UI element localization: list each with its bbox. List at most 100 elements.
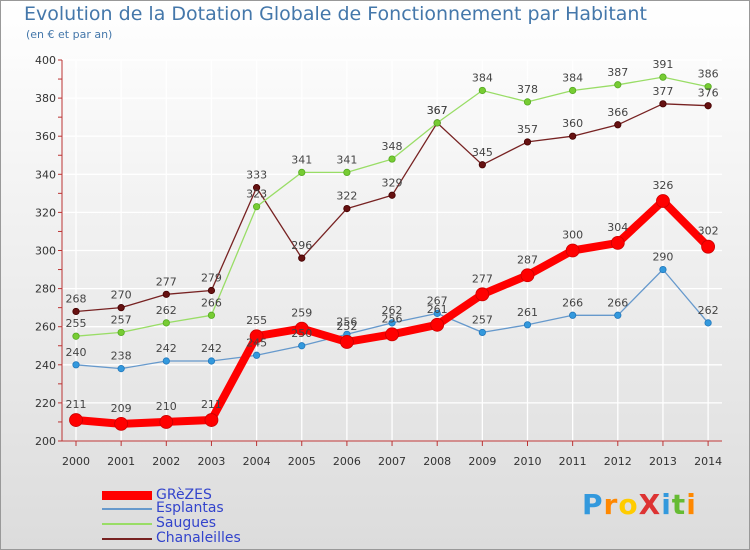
data-label-saugues: 384: [562, 71, 583, 84]
x-tick-label: 2010: [514, 455, 542, 468]
data-point-saugues: [253, 203, 261, 211]
x-tick-label: 2011: [559, 455, 587, 468]
data-label-grzes: 259: [291, 307, 312, 320]
data-point-esplantas: [253, 351, 261, 359]
data-point-saugues: [298, 168, 306, 176]
data-label-grzes: 211: [66, 398, 87, 411]
data-point-chanaleilles: [523, 138, 532, 146]
x-tick-label: 2006: [333, 455, 361, 468]
data-point-esplantas: [523, 321, 532, 329]
data-label-esplantas: 267: [427, 294, 448, 307]
data-label-saugues: 367: [427, 104, 448, 117]
data-point-esplantas: [433, 309, 441, 317]
data-point-grzes: [520, 268, 535, 283]
data-point-esplantas: [72, 361, 80, 369]
data-point-grzes: [701, 239, 715, 254]
data-label-chanaleilles: 268: [66, 292, 87, 305]
data-point-grzes: [69, 413, 83, 427]
data-label-grzes: 304: [607, 221, 628, 234]
x-tick-label: 2008: [423, 455, 451, 468]
data-label-esplantas: 261: [517, 306, 538, 319]
y-tick-label: 340: [35, 168, 56, 181]
data-point-chanaleilles: [614, 121, 622, 129]
data-point-grzes: [159, 415, 174, 429]
logo-letter: r: [603, 488, 619, 521]
data-point-esplantas: [117, 365, 125, 373]
data-label-grzes: 261: [427, 303, 448, 316]
data-point-saugues: [117, 328, 125, 337]
data-label-saugues: 255: [66, 317, 87, 330]
data-label-chanaleilles: 357: [517, 123, 538, 136]
axis-layer: 200 220 240 260 280 300 320 340 360 380 400 2000 200…: [35, 54, 722, 468]
data-label-grzes: 302: [698, 225, 719, 238]
y-tick-label: 400: [35, 54, 56, 67]
data-label-saugues: 348: [382, 140, 403, 153]
x-tick-label: 2014: [694, 455, 722, 468]
data-point-grzes: [249, 329, 264, 344]
logo-letter: X: [638, 488, 662, 521]
y-tick-label: 300: [35, 245, 56, 258]
y-tick-label: 220: [35, 397, 56, 410]
x-tick-label: 2002: [152, 455, 180, 468]
data-label-grzes: 300: [562, 229, 583, 242]
x-tick-label: 2009: [468, 455, 496, 468]
data-point-chanaleilles: [72, 307, 80, 316]
data-point-chanaleilles: [117, 304, 125, 312]
data-label-chanaleilles: 377: [652, 85, 673, 98]
data-label-saugues: 387: [607, 66, 628, 79]
data-point-chanaleilles: [343, 204, 351, 213]
data-label-chanaleilles: 345: [472, 146, 493, 159]
proxiti-logo: ProXiti: [582, 488, 697, 521]
series-layer: [69, 73, 715, 431]
data-point-grzes: [114, 416, 129, 431]
x-tick-label: 2007: [378, 455, 406, 468]
data-label-saugues: 378: [517, 83, 538, 96]
data-point-saugues: [72, 332, 80, 340]
data-label-chanaleilles: 366: [607, 106, 628, 119]
data-label-saugues: 341: [336, 153, 357, 166]
y-tick-label: 240: [35, 359, 56, 372]
y-tick-label: 280: [35, 283, 56, 296]
data-point-grzes: [475, 287, 490, 302]
data-label-grzes: 209: [111, 402, 132, 415]
data-point-chanaleilles: [253, 184, 261, 192]
data-point-chanaleilles: [298, 254, 306, 262]
data-point-saugues: [162, 319, 170, 327]
data-point-chanaleilles: [704, 102, 712, 110]
data-point-grzes: [385, 327, 399, 342]
data-point-saugues: [207, 311, 216, 319]
chart-subtitle: (en € et par an): [26, 28, 113, 41]
x-tick-label: 2013: [649, 455, 677, 468]
data-point-saugues: [659, 73, 667, 81]
data-label-chanaleilles: 296: [291, 239, 312, 252]
logo-letter: P: [582, 488, 604, 521]
data-label-chanaleilles: 329: [382, 176, 403, 189]
data-point-esplantas: [388, 319, 396, 327]
data-point-chanaleilles: [569, 132, 577, 140]
data-label-saugues: 323: [246, 188, 267, 201]
series-saugues: [72, 73, 712, 340]
data-label-grzes: 210: [156, 400, 177, 413]
data-point-grzes: [204, 413, 219, 427]
chart-title: Evolution de la Dotation Globale de Fonc…: [24, 3, 647, 25]
data-point-grzes: [656, 194, 670, 208]
data-label-grzes: 252: [336, 320, 357, 333]
data-point-saugues: [569, 86, 577, 95]
y-tick-label: 320: [35, 206, 56, 219]
legend-swatch-esplantas: [102, 508, 152, 510]
data-label-chanaleilles: 376: [698, 87, 719, 100]
logo-letter: i: [661, 488, 672, 521]
legend-label-esplantas: Esplantas: [156, 500, 224, 516]
data-point-saugues: [523, 98, 532, 106]
data-point-chanaleilles: [162, 290, 170, 298]
legend-label-grezes: GRèZES: [156, 487, 212, 503]
data-label-esplantas: 262: [382, 304, 403, 317]
x-tick-label: 2000: [62, 455, 90, 468]
series-grzes: [69, 194, 715, 431]
grid-layer: [62, 59, 722, 442]
data-label-esplantas: 238: [111, 350, 132, 363]
data-label-grzes: 326: [652, 179, 673, 192]
data-point-chanaleilles: [388, 191, 396, 199]
x-tick-label: 2005: [288, 455, 316, 468]
